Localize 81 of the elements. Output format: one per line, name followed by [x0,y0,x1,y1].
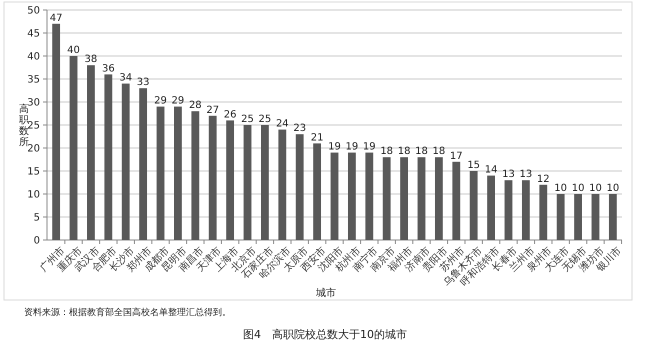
data-label: 21 [310,132,324,144]
bar [418,157,426,240]
y-axis-title: 高职数所 [19,103,29,148]
text: 图4 高职院校总数大于10的城市 [243,328,407,341]
data-label: 14 [484,164,498,176]
data-label: 25 [241,114,254,125]
data-label: 10 [606,183,620,194]
bar [574,194,582,240]
data-label: 19 [346,142,358,153]
data-label: 12 [536,174,550,185]
data-label: 28 [188,100,202,112]
data-label: 18 [380,146,394,158]
bar [522,180,530,240]
bar [434,157,443,240]
data-label: 10 [589,183,602,194]
bar [156,106,164,240]
data-label: 18 [432,146,446,158]
y-tick-label: 30 [27,98,40,108]
data-label: 10 [554,183,568,194]
bar [87,65,95,240]
bar [208,116,217,240]
data-label: 29 [154,96,167,107]
data-label: 13 [520,169,532,180]
bar [556,194,565,240]
bar [504,180,512,240]
data-label: 26 [224,109,236,120]
data-label: 25 [258,114,272,125]
bar [191,111,200,240]
bar [452,162,460,240]
y-tick-label: 15 [27,166,40,178]
y-tick-label: 35 [27,74,40,86]
bar [139,88,148,240]
data-label: 19 [328,142,341,153]
y-tick-label: 20 [27,144,40,154]
bar [313,143,322,240]
bar [592,194,600,240]
data-label: 17 [450,150,463,162]
bar [104,74,112,240]
bar [365,152,374,240]
data-label: 40 [67,45,80,56]
bar [400,157,408,240]
text: 资料来源：根据教育部全国高校名单整理汇总得到。 [24,307,231,318]
data-label: 10 [572,183,584,194]
data-label: 18 [415,146,428,158]
data-label: 15 [467,160,480,171]
data-label: 47 [50,12,62,24]
data-label: 23 [293,123,306,134]
data-label: 13 [502,169,515,180]
y-tick-label: 50 [27,6,40,16]
bar [382,157,391,240]
data-label: 29 [172,96,184,107]
data-label: 18 [398,146,410,158]
bar [296,134,304,240]
y-tick-label: 5 [34,212,40,224]
bar [470,171,478,240]
data-label: 33 [136,77,150,88]
bar [244,125,252,240]
bar [52,24,60,240]
bar [487,176,495,240]
bar [608,194,617,240]
y-tick-label: 10 [27,190,40,200]
bar [226,120,234,240]
data-label: 27 [206,104,220,116]
bar [330,152,338,240]
data-label: 19 [362,142,376,153]
bar [122,84,130,240]
x-axis-title: 城市 [315,287,336,299]
bar [70,56,78,240]
bar [539,184,548,240]
data-label: 38 [84,54,98,66]
bar [174,106,182,240]
data-label: 36 [102,63,115,74]
data-label: 24 [276,118,289,130]
data-label: 34 [119,72,132,84]
bar [260,125,269,240]
bar [348,152,356,240]
bar [278,130,286,240]
y-tick-label: 25 [27,120,40,132]
y-tick-label: 40 [27,52,40,62]
y-tick-label: 0 [34,236,40,246]
y-tick-label: 45 [27,28,40,40]
